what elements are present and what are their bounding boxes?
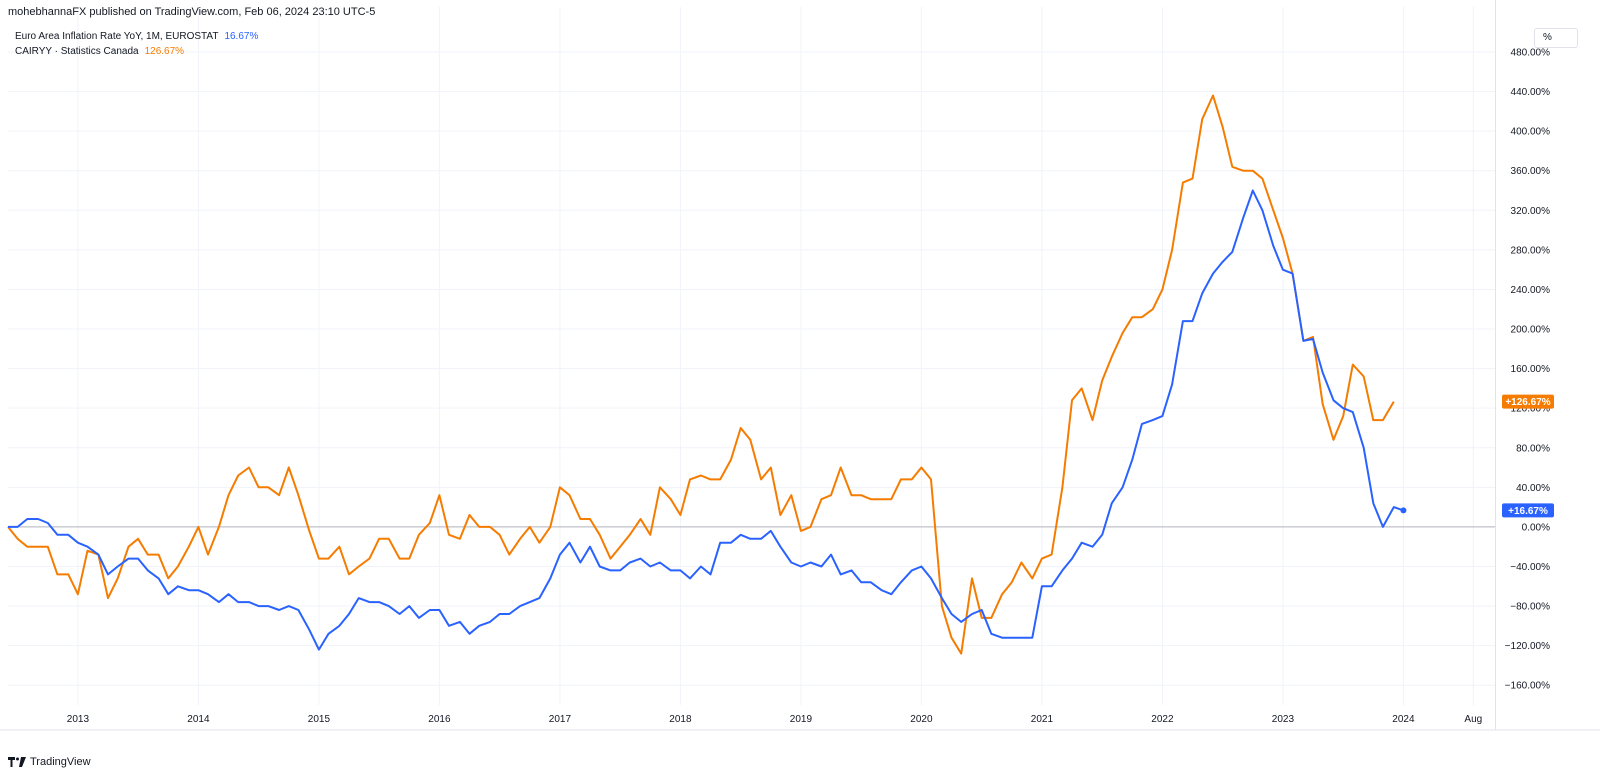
- x-tick-label: 2014: [187, 714, 210, 725]
- y-tick-label: 280.00%: [1511, 245, 1551, 256]
- x-tick-label: 2018: [669, 714, 692, 725]
- footer-brand[interactable]: TradingView: [8, 756, 91, 768]
- y-tick-label: 80.00%: [1516, 443, 1550, 454]
- x-tick-label: 2020: [910, 714, 933, 725]
- legend-item-euro-inflation[interactable]: Euro Area Inflation Rate YoY, 1M, EUROST…: [15, 29, 258, 44]
- price-tag-euro-inflation: +16.67%: [1502, 503, 1554, 518]
- series-line-euro-inflation[interactable]: [8, 189, 1404, 651]
- series-layer: [7, 94, 1407, 655]
- x-tick-label: 2023: [1272, 714, 1295, 725]
- last-value-marker: [1400, 507, 1407, 514]
- x-tick-label: Aug: [1464, 714, 1482, 725]
- published-by-text: mohebhannaFX published on TradingView.co…: [8, 6, 376, 18]
- x-tick-label: 2022: [1151, 714, 1174, 725]
- x-tick-label: 2013: [67, 714, 90, 725]
- x-tick-label: 2015: [308, 714, 331, 725]
- y-tick-label: 0.00%: [1522, 522, 1550, 533]
- y-tick-label: 320.00%: [1511, 206, 1551, 217]
- x-tick-label: 2019: [790, 714, 813, 725]
- x-tick-label: 2021: [1031, 714, 1054, 725]
- y-tick-label: 240.00%: [1511, 285, 1551, 296]
- x-tick-label: 2017: [549, 714, 572, 725]
- time-axis[interactable]: 2013 2014 2015 2016 2017 2018 2019 2020 2021 2022…: [67, 714, 1482, 725]
- y-tick-label: 480.00%: [1511, 48, 1551, 59]
- svg-text:+16.67%: +16.67%: [1508, 506, 1548, 517]
- y-tick-label: 120.00%: [1511, 404, 1551, 415]
- price-axis[interactable]: −160.00% −120.00% −80.00% −40.00% 0.00% 40.00…: [1505, 48, 1550, 692]
- legend-label: Euro Area Inflation Rate YoY, 1M, EUROST…: [15, 31, 219, 42]
- y-tick-label: 160.00%: [1511, 364, 1551, 375]
- series-line-cairyy[interactable]: [7, 94, 1395, 655]
- svg-text:+126.67%: +126.67%: [1505, 397, 1550, 408]
- footer-brand-label: TradingView: [30, 756, 91, 768]
- price-axis-divider: [1495, 0, 1496, 730]
- y-tick-label: 360.00%: [1511, 166, 1551, 177]
- x-tick-label: 2024: [1392, 714, 1415, 725]
- price-tags: +16.67% +126.67%: [1502, 394, 1554, 518]
- chart-legend: Euro Area Inflation Rate YoY, 1M, EUROST…: [15, 29, 258, 59]
- legend-value: 126.67%: [144, 46, 185, 57]
- x-tick-label: 2016: [428, 714, 451, 725]
- y-tick-label: −40.00%: [1510, 562, 1550, 573]
- y-tick-label: 440.00%: [1511, 87, 1551, 98]
- y-tick-label: 200.00%: [1511, 325, 1551, 336]
- percent-scale-button[interactable]: %: [1534, 28, 1578, 48]
- legend-value: 16.67%: [224, 31, 259, 42]
- y-tick-label: −80.00%: [1510, 602, 1550, 613]
- y-tick-label: 400.00%: [1511, 127, 1551, 138]
- legend-item-cairyy[interactable]: CAIRYY · Statistics Canada 126.67%: [15, 44, 258, 59]
- y-tick-label: −160.00%: [1505, 681, 1550, 692]
- grid: [8, 7, 1495, 705]
- price-tag-cairyy: +126.67%: [1502, 394, 1554, 409]
- legend-label: CAIRYY · Statistics Canada: [15, 46, 139, 57]
- y-tick-label: 40.00%: [1516, 483, 1550, 494]
- tradingview-logo-icon: [8, 757, 26, 767]
- y-tick-label: −120.00%: [1505, 641, 1550, 652]
